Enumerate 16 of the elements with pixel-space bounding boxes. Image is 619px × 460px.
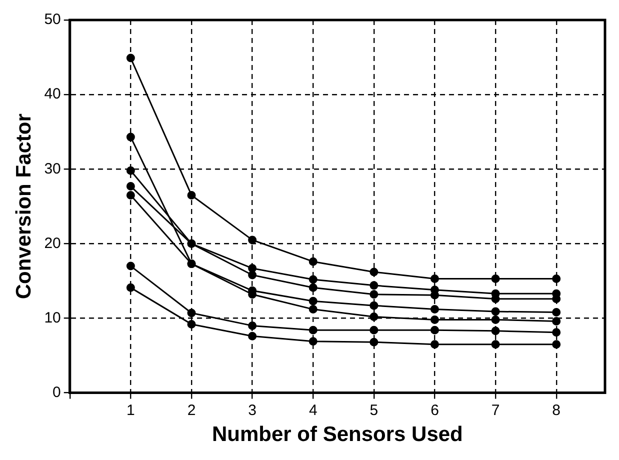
x-tick-label: 5	[370, 402, 378, 419]
x-tick-label: 2	[187, 402, 196, 419]
y-tick-label: 10	[44, 309, 61, 326]
x-tick-label: 1	[126, 402, 135, 419]
x-tick-label: 8	[552, 402, 561, 419]
x-axis-title: Number of Sensors Used	[212, 423, 463, 446]
y-tick-label: 50	[44, 11, 61, 28]
x-tick-label: 4	[308, 402, 318, 419]
y-tick-label: 20	[44, 234, 61, 252]
y-tick-label: 40	[44, 86, 61, 103]
y-tick-label: 0	[52, 384, 61, 401]
x-tick-label: 3	[248, 402, 256, 419]
x-tick-label: 7	[491, 402, 500, 419]
x-tick-label: 6	[430, 402, 439, 419]
y-axis-title: Conversion Factor	[12, 114, 36, 300]
y-tick-label: 30	[44, 160, 61, 178]
